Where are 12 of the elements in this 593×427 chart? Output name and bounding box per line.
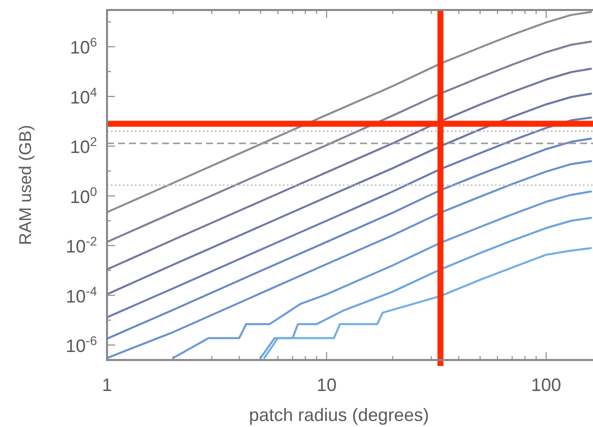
y-tick-label: 10$^{-2}$ xyxy=(66,234,97,257)
x-axis-title: patch radius (degrees) xyxy=(248,405,430,425)
y-tick-label: 10$^{0}$ xyxy=(70,184,97,207)
y-tick-label: 10$^{6}$ xyxy=(70,36,97,58)
y-tick-label: 10$^{4}$ xyxy=(70,85,97,108)
y-tick-label: 10$^{2}$ xyxy=(70,135,97,158)
y-tick-label: 10$^{-4}$ xyxy=(66,284,97,306)
x-tick-label: 10 xyxy=(316,375,337,395)
x-tick-label: 1 xyxy=(102,375,112,395)
y-tick-label: 10$^{-6}$ xyxy=(66,334,97,356)
x-tick-label: 100 xyxy=(531,375,562,395)
y-axis-title: RAM used (GB) xyxy=(16,125,35,245)
